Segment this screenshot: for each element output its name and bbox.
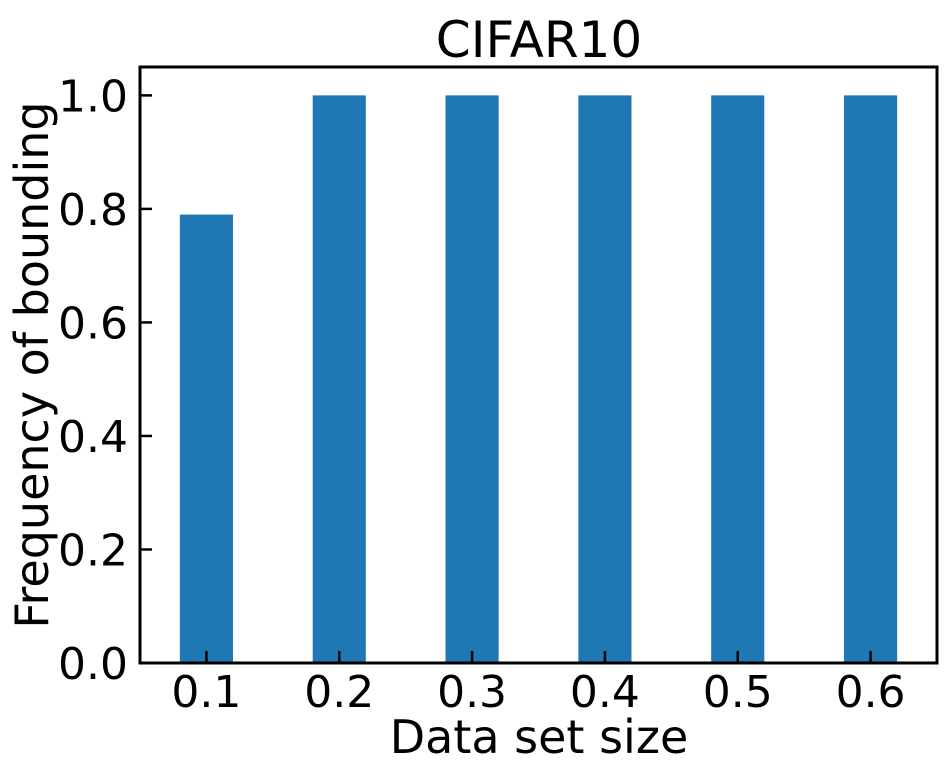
y-tick-label: 1.0 — [58, 71, 128, 122]
x-tick-label: 0.6 — [836, 667, 906, 718]
bar-0.2 — [312, 95, 366, 663]
y-tick-label: 0.8 — [58, 185, 128, 236]
bar-0.6 — [844, 95, 898, 663]
bar-0.5 — [711, 95, 765, 663]
y-tick-label: 0.0 — [58, 639, 128, 690]
plot-frame — [138, 65, 939, 665]
x-axis-label: Data set size — [390, 710, 689, 764]
bar-0.3 — [445, 95, 499, 663]
x-tick-label: 0.2 — [304, 667, 374, 718]
y-axis-label: Frequency of bounding — [5, 101, 59, 628]
y-tick-label: 0.2 — [58, 525, 128, 576]
y-tick-label: 0.4 — [58, 412, 128, 463]
x-tick-label: 0.4 — [570, 667, 640, 718]
x-tick-label: 0.5 — [703, 667, 773, 718]
y-tick-label: 0.6 — [58, 298, 128, 349]
bar-0.1 — [179, 214, 233, 664]
x-tick-label: 0.3 — [437, 667, 507, 718]
chart-title: CIFAR10 — [436, 11, 642, 69]
bar-0.4 — [578, 95, 632, 663]
y-axis: 0.0 0.2 0.4 0.6 0.8 1.0 — [58, 71, 152, 690]
bars — [179, 95, 898, 664]
x-tick-label: 0.1 — [171, 667, 241, 718]
x-axis: 0.1 0.2 0.3 0.4 0.5 0.6 — [171, 651, 906, 718]
